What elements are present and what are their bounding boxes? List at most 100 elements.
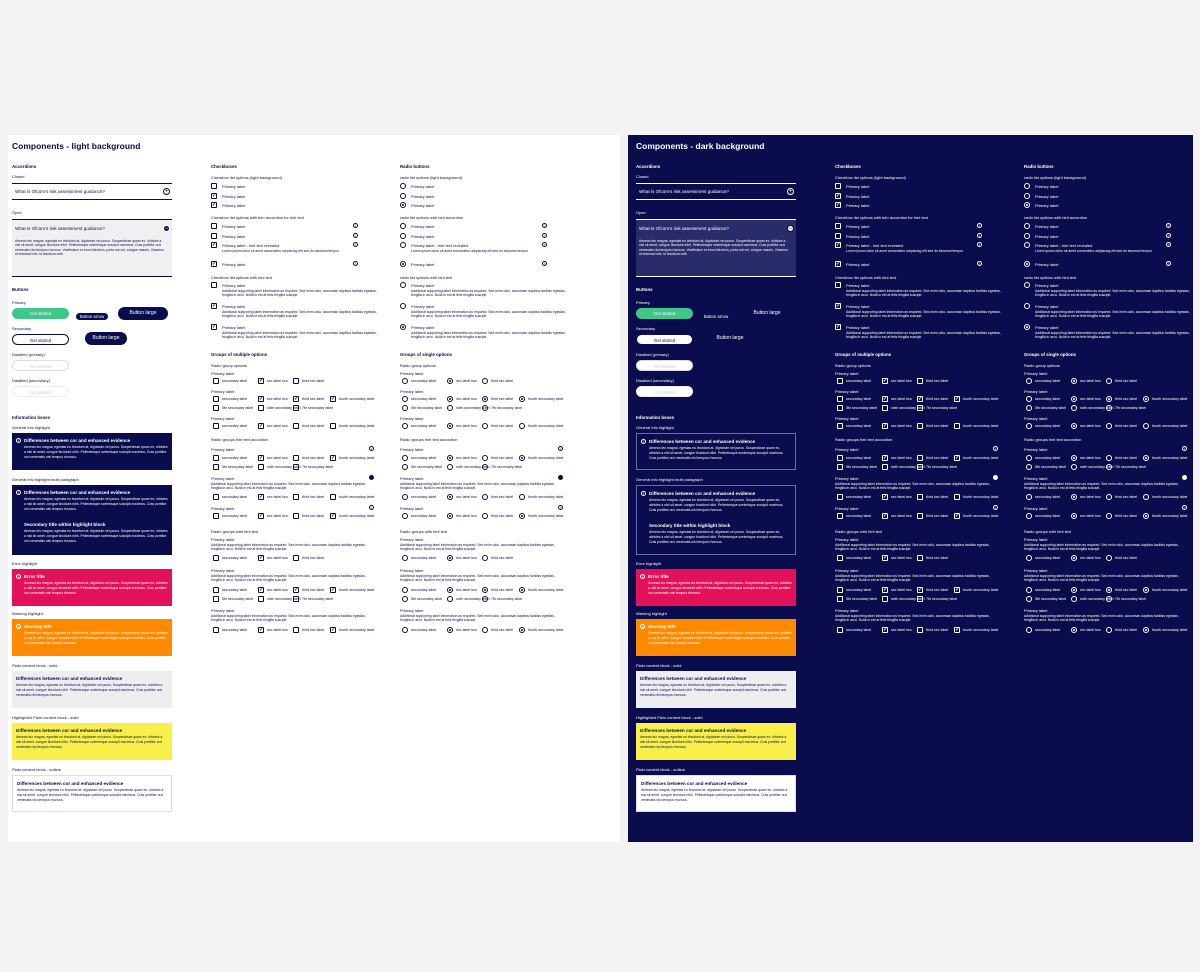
radio-button[interactable] — [1143, 587, 1149, 593]
checkbox[interactable]: ✓ — [293, 396, 299, 402]
radio-button[interactable] — [519, 587, 525, 593]
radio-button[interactable] — [1071, 455, 1077, 461]
checkbox[interactable]: ✓ — [882, 455, 888, 461]
radio-button[interactable] — [1026, 405, 1032, 411]
checkbox[interactable]: ✓ — [917, 587, 923, 593]
radio-button[interactable] — [400, 223, 406, 229]
info-icon[interactable]: i — [993, 446, 998, 451]
radio-button[interactable] — [1026, 378, 1032, 384]
checkbox[interactable] — [211, 183, 217, 189]
radio-button[interactable] — [1071, 494, 1077, 500]
checkbox[interactable] — [917, 378, 923, 384]
button-large-secondary[interactable]: Button large — [716, 335, 744, 341]
info-icon[interactable]: i — [977, 242, 982, 247]
radio-button[interactable] — [482, 405, 488, 411]
checkbox[interactable]: ✓ — [211, 324, 217, 330]
checkbox[interactable] — [837, 455, 843, 461]
checkbox-option[interactable]: ✓ Primary label i — [211, 261, 376, 268]
checkbox[interactable] — [835, 233, 841, 239]
radio-button[interactable] — [519, 494, 525, 500]
radio-button[interactable] — [402, 405, 408, 411]
radio-button[interactable] — [400, 261, 406, 267]
radio-button[interactable] — [402, 378, 408, 384]
checkbox[interactable] — [837, 378, 843, 384]
radio-button[interactable] — [1026, 464, 1032, 470]
radio-option[interactable]: Primary label — [1024, 202, 1193, 209]
radio-button[interactable] — [402, 494, 408, 500]
radio-button[interactable] — [1106, 627, 1112, 633]
checkbox[interactable] — [293, 627, 299, 633]
checkbox[interactable] — [213, 494, 219, 500]
checkbox-option[interactable]: ✓ Primary label — [211, 202, 376, 209]
radio-button[interactable] — [447, 494, 453, 500]
radio-button[interactable] — [400, 242, 406, 248]
checkbox[interactable]: ✓ — [211, 202, 217, 208]
checkbox[interactable]: ✓ — [293, 587, 299, 593]
checkbox-option[interactable]: ✓ Primary label — [835, 202, 1000, 209]
checkbox[interactable] — [882, 405, 888, 411]
button-large[interactable]: Button large — [753, 310, 781, 316]
checkbox-option[interactable]: Primary label — [211, 282, 376, 289]
checkbox-option[interactable]: Primary label — [835, 183, 1000, 190]
radio-option[interactable]: Primary label — [1024, 303, 1193, 310]
info-icon[interactable]: i — [353, 261, 358, 266]
radio-option[interactable]: Primary label i — [400, 223, 570, 230]
get-started-secondary-button[interactable]: Get started — [12, 334, 69, 345]
info-icon[interactable] — [1182, 475, 1187, 480]
radio-button[interactable] — [400, 324, 406, 330]
checkbox[interactable] — [293, 405, 299, 411]
checkbox[interactable]: ✓ — [917, 396, 923, 402]
checkbox[interactable]: ✓ — [882, 423, 888, 429]
radio-button[interactable] — [402, 627, 408, 633]
checkbox[interactable] — [917, 555, 923, 561]
radio-button[interactable] — [447, 455, 453, 461]
radio-button[interactable] — [482, 627, 488, 633]
checkbox[interactable] — [954, 423, 960, 429]
checkbox-option[interactable]: ✓ Primary label — [211, 303, 376, 310]
checkbox[interactable]: ✓ — [835, 324, 841, 330]
radio-button[interactable] — [482, 596, 488, 602]
accordion-closed[interactable]: What is Ofcom's risk assessment guidance… — [12, 183, 172, 200]
checkbox[interactable] — [213, 423, 219, 429]
radio-button[interactable] — [447, 596, 453, 602]
checkbox[interactable] — [213, 378, 219, 384]
checkbox-option[interactable]: ✓ Primary label — [835, 303, 1000, 310]
checkbox[interactable] — [213, 587, 219, 593]
checkbox[interactable]: ✓ — [835, 193, 841, 199]
radio-button[interactable] — [519, 513, 525, 519]
radio-button[interactable] — [400, 303, 406, 309]
accordion-open[interactable]: What is Ofcom's risk assessment guidance… — [12, 219, 172, 277]
checkbox[interactable]: ✓ — [258, 423, 264, 429]
checkbox[interactable]: ✓ — [330, 513, 336, 519]
checkbox[interactable] — [917, 596, 923, 602]
checkbox[interactable] — [293, 596, 299, 602]
info-icon[interactable]: i — [369, 505, 374, 510]
radio-option[interactable]: Primary label — [1024, 183, 1193, 190]
checkbox[interactable]: ✓ — [835, 242, 841, 248]
radio-button[interactable] — [1106, 405, 1112, 411]
radio-button[interactable] — [1071, 396, 1077, 402]
checkbox[interactable] — [917, 455, 923, 461]
radio-button[interactable] — [1106, 587, 1112, 593]
checkbox[interactable] — [835, 223, 841, 229]
radio-button[interactable] — [447, 627, 453, 633]
checkbox[interactable]: ✓ — [330, 627, 336, 633]
checkbox[interactable]: ✓ — [882, 396, 888, 402]
info-icon[interactable]: i — [977, 233, 982, 238]
checkbox[interactable] — [293, 378, 299, 384]
radio-button[interactable] — [482, 494, 488, 500]
get-started-secondary-button[interactable]: Get started — [636, 334, 693, 345]
info-icon[interactable]: i — [369, 446, 374, 451]
checkbox[interactable] — [917, 423, 923, 429]
info-icon[interactable]: i — [542, 233, 547, 238]
radio-button[interactable] — [482, 396, 488, 402]
checkbox[interactable] — [293, 513, 299, 519]
radio-button[interactable] — [400, 193, 406, 199]
checkbox[interactable]: ✓ — [258, 627, 264, 633]
checkbox[interactable]: ✓ — [954, 627, 960, 633]
checkbox[interactable] — [837, 423, 843, 429]
radio-button[interactable] — [1024, 193, 1030, 199]
radio-button[interactable] — [1026, 423, 1032, 429]
radio-button[interactable] — [1026, 596, 1032, 602]
radio-button[interactable] — [447, 405, 453, 411]
